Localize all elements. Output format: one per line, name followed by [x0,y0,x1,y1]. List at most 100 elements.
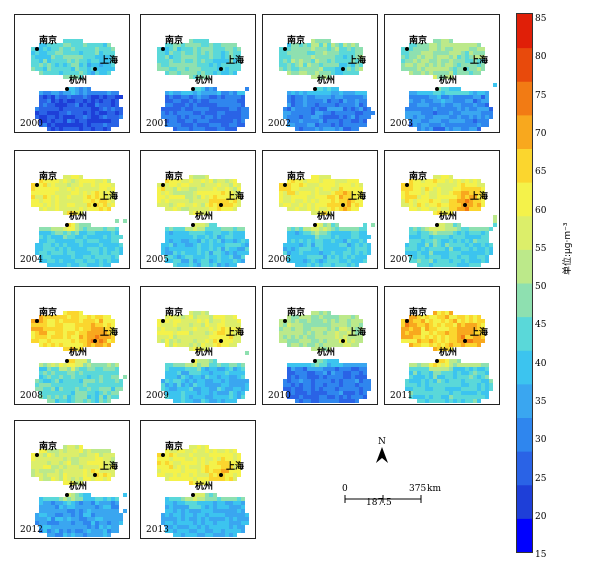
map-panel-2000: 南京 上海 杭州 2000 [14,14,130,133]
city-label-nanjing: 南京 [165,442,184,452]
legend-tick-label: 85 [535,14,547,24]
city-label-nanjing: 南京 [165,308,184,318]
city-label-hangzhou: 杭州 [317,76,336,86]
city-label-nanjing: 南京 [409,308,428,318]
legend-swatch [517,451,532,486]
city-dot-shanghai [463,67,467,71]
legend-tick-label: 65 [535,167,547,178]
legend-tick-label: 35 [535,397,547,407]
city-dot-nanjing [405,47,409,51]
panel-year-label: 2010 [268,391,291,401]
legend-unit-label: 单位:μg·m⁻³ [563,222,573,275]
legend-tick-label: 15 [535,550,547,561]
city-label-shanghai: 上海 [348,56,367,66]
city-dot-hangzhou [191,493,195,497]
city-dot-shanghai [341,67,345,71]
city-dot-shanghai [463,339,467,343]
city-dot-nanjing [35,319,39,323]
pm25-raster-map [31,445,127,537]
city-label-shanghai: 上海 [348,192,367,202]
city-dot-shanghai [93,473,97,477]
city-dot-hangzhou [65,493,69,497]
city-label-shanghai: 上海 [100,328,119,338]
legend-swatch [517,518,532,553]
map-panel-2002: 南京 上海 杭州 2002 [262,14,378,133]
city-dot-hangzhou [435,359,439,363]
map-panel-2007: 南京 上海 杭州 2007 [384,150,500,269]
legend-tick-label: 80 [535,52,547,63]
city-label-shanghai: 上海 [226,462,245,472]
legend-swatch [517,316,532,351]
city-dot-nanjing [405,319,409,323]
city-dot-hangzhou [65,87,69,91]
legend-swatch [517,417,532,452]
legend-tick-label: 20 [535,511,547,522]
north-arrow: N [372,437,392,467]
city-label-hangzhou: 杭州 [317,212,336,222]
city-dot-hangzhou [313,87,317,91]
city-label-shanghai: 上海 [226,56,245,66]
scale-bar-line [344,495,422,503]
city-label-shanghai: 上海 [100,192,119,202]
city-label-hangzhou: 杭州 [195,482,214,492]
map-panel-2008: 南京 上海 杭州 2008 [14,286,130,405]
city-dot-shanghai [219,339,223,343]
pm25-raster-map [157,39,249,131]
legend-swatch [517,484,532,519]
panel-year-label: 2011 [390,391,413,401]
panel-year-label: 2013 [146,525,169,535]
panel-year-label: 2003 [390,119,413,129]
north-arrow-icon [376,447,388,463]
city-dot-shanghai [93,67,97,71]
city-label-nanjing: 南京 [39,36,58,46]
city-label-nanjing: 南京 [287,172,306,182]
city-label-shanghai: 上海 [226,328,245,338]
panel-year-label: 2009 [146,391,169,401]
city-label-shanghai: 上海 [226,192,245,202]
map-panel-2005: 南京 上海 杭州 2005 [140,150,256,269]
legend-swatch [517,350,532,385]
city-dot-nanjing [161,183,165,187]
city-label-shanghai: 上海 [470,192,489,202]
city-dot-shanghai [93,203,97,207]
panel-year-label: 2006 [268,255,291,265]
scale-bar: 0 187.5 375 km [339,484,449,514]
city-dot-nanjing [283,183,287,187]
city-dot-nanjing [161,319,165,323]
city-label-shanghai: 上海 [100,462,119,472]
legend-tick-label: 45 [535,320,547,331]
city-label-hangzhou: 杭州 [317,348,336,358]
city-label-hangzhou: 杭州 [439,348,458,358]
panel-year-label: 2001 [146,119,169,129]
legend-tick-label: 40 [535,358,547,369]
city-dot-hangzhou [65,223,69,227]
city-label-hangzhou: 杭州 [69,212,88,222]
panel-year-label: 2000 [20,119,43,129]
city-label-nanjing: 南京 [39,172,58,182]
panel-year-label: 2004 [20,255,43,265]
map-panel-2010: 南京 上海 杭州 2010 [262,286,378,405]
city-dot-shanghai [219,67,223,71]
scale-label-mid: 187.5 [366,498,392,508]
legend-swatch [517,14,532,49]
city-label-nanjing: 南京 [39,442,58,452]
scale-unit: km [427,484,441,494]
legend-swatch [517,249,532,284]
city-label-nanjing: 南京 [409,172,428,182]
city-dot-hangzhou [435,87,439,91]
city-label-nanjing: 南京 [287,308,306,318]
city-label-nanjing: 南京 [287,36,306,46]
panel-year-label: 2008 [20,391,43,401]
city-dot-hangzhou [191,87,195,91]
pm25-raster-map [279,311,371,403]
map-panel-2004: 南京上海杭州 2004 [14,150,130,269]
legend-tick-label: 60 [535,205,547,216]
pm25-raster-map [401,175,497,267]
map-panel-2006: 南京上海杭州 2006 [262,150,378,269]
city-dot-hangzhou [313,359,317,363]
legend-swatch [517,114,532,149]
pm25-raster-map [401,311,493,403]
city-label-hangzhou: 杭州 [439,76,458,86]
panel-year-label: 2005 [146,255,169,265]
city-label-nanjing: 南京 [39,308,58,318]
